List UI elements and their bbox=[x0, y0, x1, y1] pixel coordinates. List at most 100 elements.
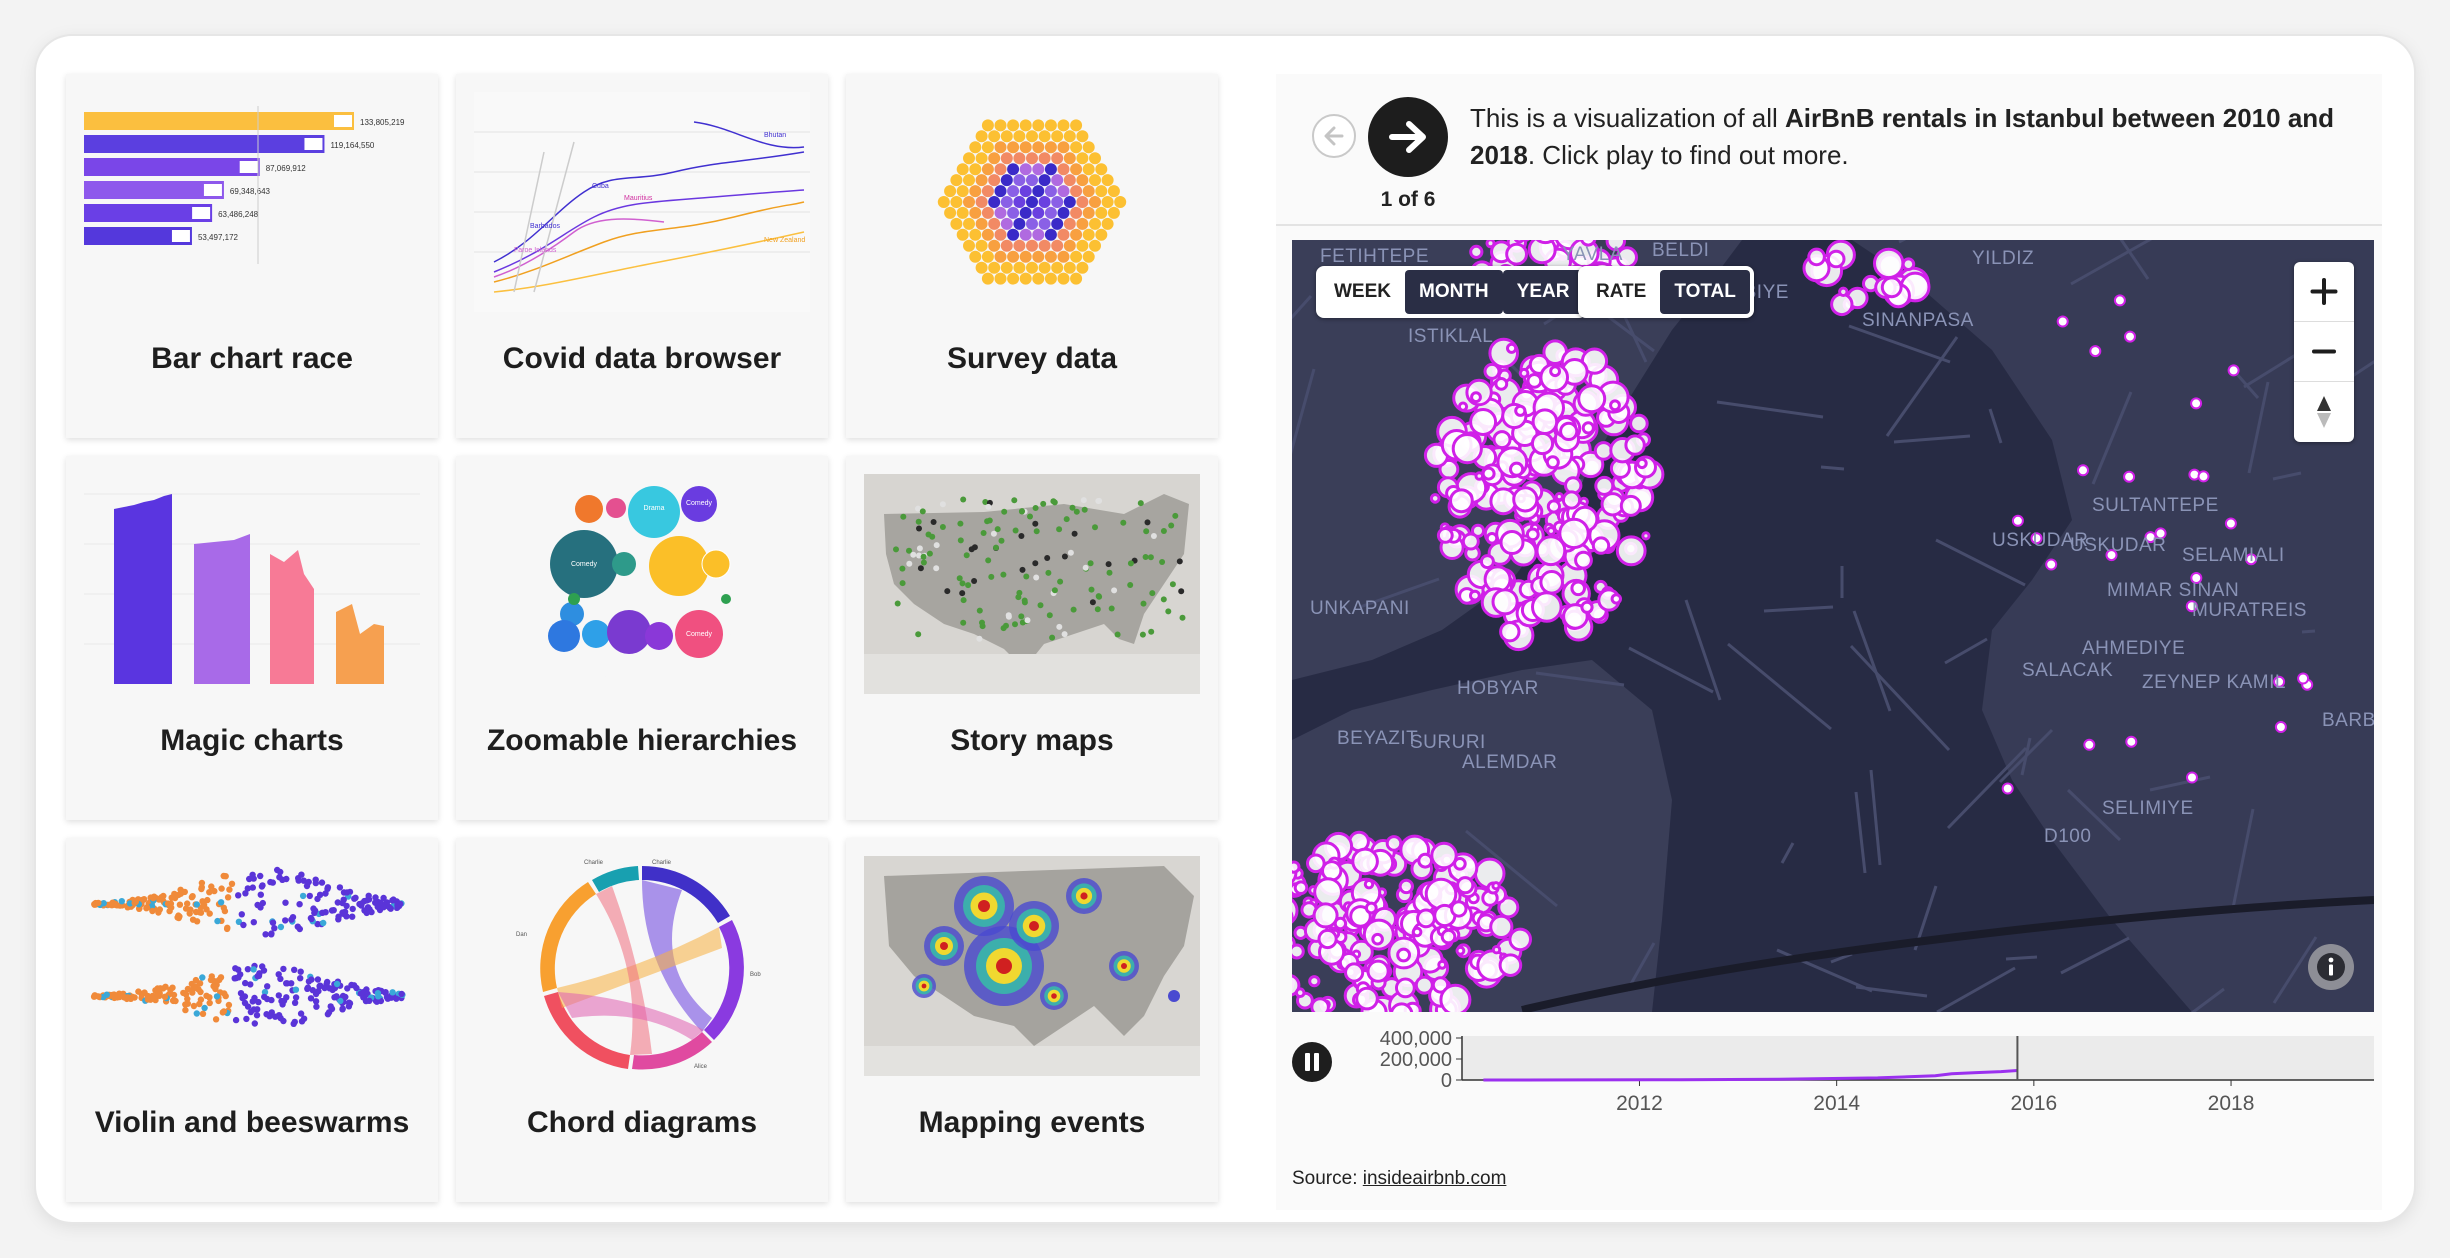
map-marker bbox=[1165, 608, 1172, 615]
hex-cell bbox=[1051, 217, 1064, 230]
road bbox=[2005, 955, 2038, 961]
map-marker bbox=[1018, 613, 1025, 620]
chord-label: Bob bbox=[750, 972, 761, 978]
map-marker bbox=[944, 588, 951, 595]
gallery-card-covid-data-browser[interactable]: Cuba Mauritius Bhutan Barbados Faroe Isl… bbox=[456, 74, 828, 438]
next-step-button[interactable] bbox=[1368, 97, 1448, 177]
plus-icon bbox=[2310, 278, 2338, 305]
gallery-card-story-maps[interactable]: Story maps bbox=[846, 456, 1218, 820]
swarm-dot bbox=[259, 963, 266, 970]
gallery-card-magic-charts[interactable]: Magic charts bbox=[66, 456, 438, 820]
heat-blob bbox=[996, 958, 1012, 974]
magic-area-preview bbox=[84, 493, 420, 684]
swarm-dot bbox=[171, 894, 179, 902]
gallery-card-chord-diagrams[interactable]: Charlie Charlie Bob Alice Dan Chord diag… bbox=[456, 838, 828, 1202]
period-option-week[interactable]: WEEK bbox=[1334, 281, 1391, 302]
swarm-dot bbox=[352, 894, 359, 901]
hex-cell bbox=[1013, 217, 1026, 230]
istanbul-map[interactable]: FETIHTEPEYAVLABELDIYILDIZISTIKLALHARBIYE… bbox=[1292, 240, 2374, 1012]
swarm-dot bbox=[312, 879, 319, 887]
swarm-dot bbox=[324, 885, 331, 892]
period-option-year[interactable]: YEAR bbox=[1502, 270, 1584, 314]
map-marker bbox=[1032, 520, 1039, 527]
swarm-dot bbox=[345, 999, 353, 1006]
swarm-dot bbox=[334, 899, 341, 906]
rental-dot bbox=[1580, 600, 1594, 614]
swarm-dot bbox=[305, 878, 312, 886]
rental-dot bbox=[1581, 421, 1595, 435]
swarm-dot bbox=[295, 877, 302, 884]
hex-cell bbox=[950, 174, 963, 187]
swarm-dot bbox=[148, 902, 156, 910]
place-label: BEYAZIT bbox=[1337, 728, 1419, 749]
road bbox=[2190, 987, 2225, 1012]
map-marker bbox=[1176, 558, 1183, 565]
zoom-out-button[interactable] bbox=[2294, 322, 2354, 382]
covid-data-browser-thumbnail: Cuba Mauritius Bhutan Barbados Faroe Isl… bbox=[474, 92, 810, 312]
arrow-right-icon bbox=[1389, 121, 1426, 153]
period-option-month[interactable]: MONTH bbox=[1405, 270, 1503, 314]
hex-cell bbox=[1051, 261, 1064, 274]
chord-label: Alice bbox=[694, 1064, 708, 1070]
rental-dot bbox=[1838, 286, 1849, 297]
rental-dot bbox=[2056, 315, 2069, 328]
reset-bearing-button[interactable] bbox=[2294, 382, 2354, 441]
bubble-label: Comedy bbox=[686, 500, 713, 507]
source-link[interactable]: insideairbnb.com bbox=[1362, 1168, 1507, 1189]
gallery-card-survey-data[interactable]: Survey data bbox=[846, 74, 1218, 438]
swarm-dot bbox=[100, 900, 107, 907]
rental-dot bbox=[2186, 771, 2198, 784]
hex-cell bbox=[1089, 174, 1101, 187]
rental-dot bbox=[1479, 554, 1495, 570]
gallery-card-violin-beeswarms[interactable]: Violin and beeswarms bbox=[66, 838, 438, 1202]
map-marker bbox=[906, 547, 912, 554]
rental-dot bbox=[1310, 997, 1330, 1012]
road bbox=[1830, 952, 1853, 964]
bar-chart-race-thumbnail: 133,805,219 119,164,550 87,069,912 69,348,6… bbox=[84, 92, 420, 312]
metric-toggle: RATE TOTAL bbox=[1578, 266, 1754, 318]
swarm-dot bbox=[208, 883, 215, 890]
hex-cell bbox=[1038, 130, 1051, 143]
hex-cell bbox=[1000, 174, 1013, 187]
map-marker bbox=[925, 531, 932, 538]
map-marker bbox=[915, 518, 922, 525]
metric-option-total[interactable]: TOTAL bbox=[1660, 270, 1750, 314]
swarm-dot bbox=[204, 896, 211, 904]
gallery-card-bar-chart-race[interactable]: 133,805,219 119,164,550 87,069,912 69,348,6… bbox=[66, 74, 438, 438]
swarm-dot bbox=[192, 908, 200, 916]
hex-cell bbox=[937, 196, 950, 208]
gallery-card-zoomable-hierarchies[interactable]: Drama Comedy Comedy Comedy Zoomable hier… bbox=[456, 456, 828, 820]
map-marker bbox=[1012, 527, 1019, 534]
map-marker bbox=[1087, 560, 1094, 567]
covid-label: Barbados bbox=[530, 223, 560, 230]
rental-dot bbox=[2001, 782, 2014, 795]
place-label: HOBYAR bbox=[1457, 678, 1539, 699]
zoom-in-button[interactable] bbox=[2294, 262, 2354, 322]
swarm-dot bbox=[192, 976, 200, 984]
swarm-dot bbox=[190, 1002, 198, 1010]
gallery-card-mapping-events[interactable]: Mapping events bbox=[846, 838, 1218, 1202]
previous-step-button[interactable] bbox=[1312, 114, 1356, 158]
covid-label: Bhutan bbox=[764, 132, 786, 139]
map-info-button[interactable] bbox=[2308, 944, 2354, 990]
metric-option-rate[interactable]: RATE bbox=[1596, 281, 1647, 302]
hex-cell bbox=[1032, 185, 1045, 198]
hex-cell bbox=[1063, 239, 1076, 252]
x-tick-label: 2014 bbox=[1813, 1092, 1860, 1115]
swarm-dot bbox=[269, 919, 277, 926]
road bbox=[1727, 642, 1832, 731]
swarm-dot bbox=[304, 984, 312, 991]
intro-text-end: . Click play to find out more. bbox=[1527, 140, 1849, 170]
swarm-dot bbox=[308, 915, 315, 923]
rental-dot bbox=[1525, 527, 1540, 542]
pause-button[interactable] bbox=[1292, 1042, 1332, 1082]
hex-cell bbox=[1026, 196, 1038, 208]
swarm-dot bbox=[318, 879, 326, 886]
map-marker bbox=[1021, 597, 1028, 604]
hex-cell bbox=[1082, 141, 1095, 154]
x-tick-label: 2016 bbox=[2010, 1092, 2057, 1115]
road bbox=[2070, 240, 2153, 286]
hex-cell bbox=[975, 217, 988, 230]
rental-dot bbox=[1610, 593, 1622, 605]
